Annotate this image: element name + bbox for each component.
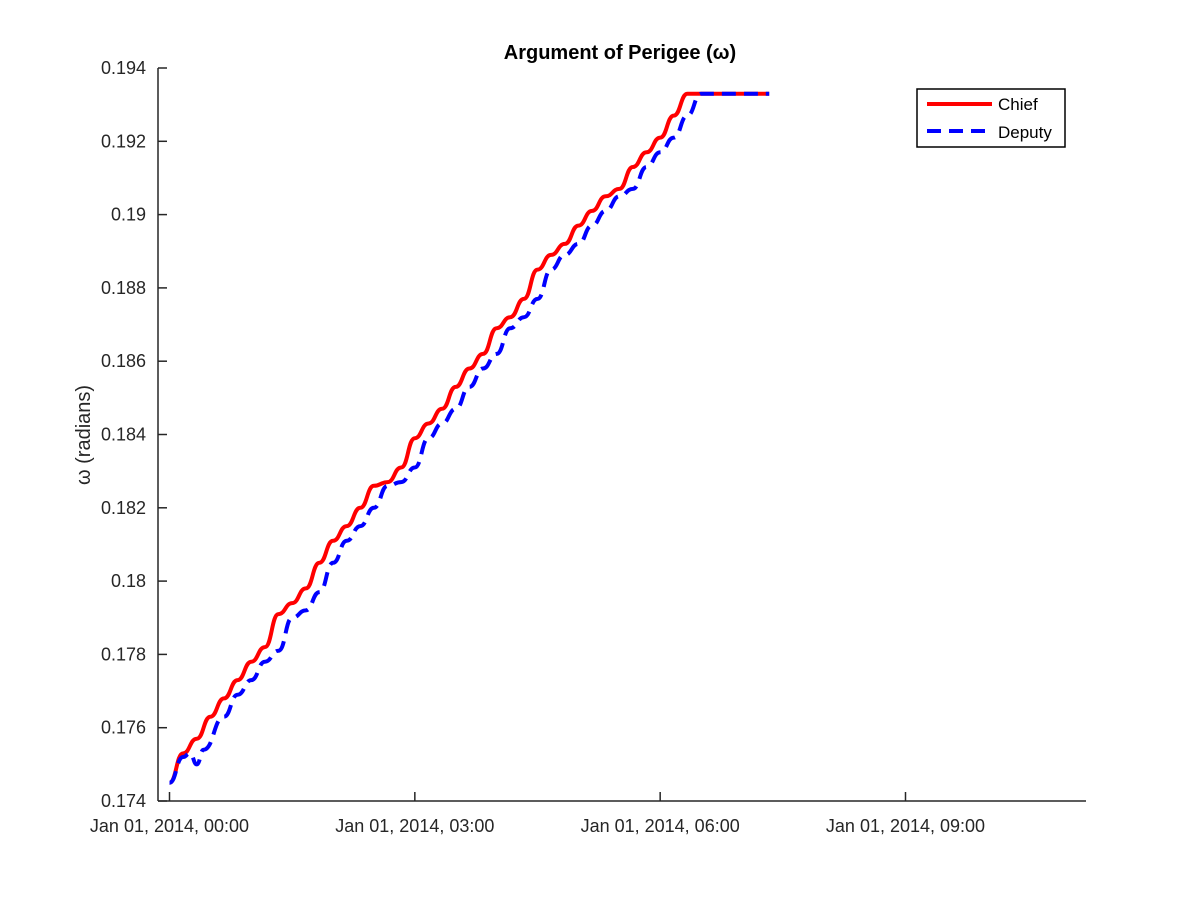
plot-area <box>168 91 770 785</box>
y-tick-label: 0.186 <box>101 351 146 371</box>
legend-label-chief: Chief <box>998 95 1038 114</box>
series-line-deputy <box>168 91 770 785</box>
x-tick-label: Jan 01, 2014, 09:00 <box>826 816 985 836</box>
y-tick-label: 0.192 <box>101 131 146 151</box>
y-tick-label: 0.194 <box>101 58 146 78</box>
x-tick-label: Jan 01, 2014, 03:00 <box>335 816 494 836</box>
y-tick-label: 0.19 <box>111 205 146 225</box>
axes: 0.174 0.176 0.178 0.18 0.182 0.184 0.186 0.188 0… <box>90 58 1086 836</box>
y-axis-label: ω (radians) <box>73 385 95 485</box>
y-tick-label: 0.182 <box>101 498 146 518</box>
chart-title: Argument of Perigee (ω) <box>504 42 736 64</box>
legend-box <box>916 88 1066 148</box>
y-tick-label: 0.184 <box>101 425 146 445</box>
legend-label-deputy: Deputy <box>998 123 1052 142</box>
y-tick-label: 0.176 <box>101 718 146 738</box>
series-line-chief <box>168 91 770 785</box>
x-tick-label: Jan 01, 2014, 00:00 <box>90 816 249 836</box>
y-tick-label: 0.178 <box>101 644 146 664</box>
legend: Chief Deputy <box>916 88 1066 148</box>
x-tick-label: Jan 01, 2014, 06:00 <box>581 816 740 836</box>
y-tick-label: 0.174 <box>101 791 146 811</box>
y-tick-label: 0.18 <box>111 571 146 591</box>
y-tick-label: 0.188 <box>101 278 146 298</box>
